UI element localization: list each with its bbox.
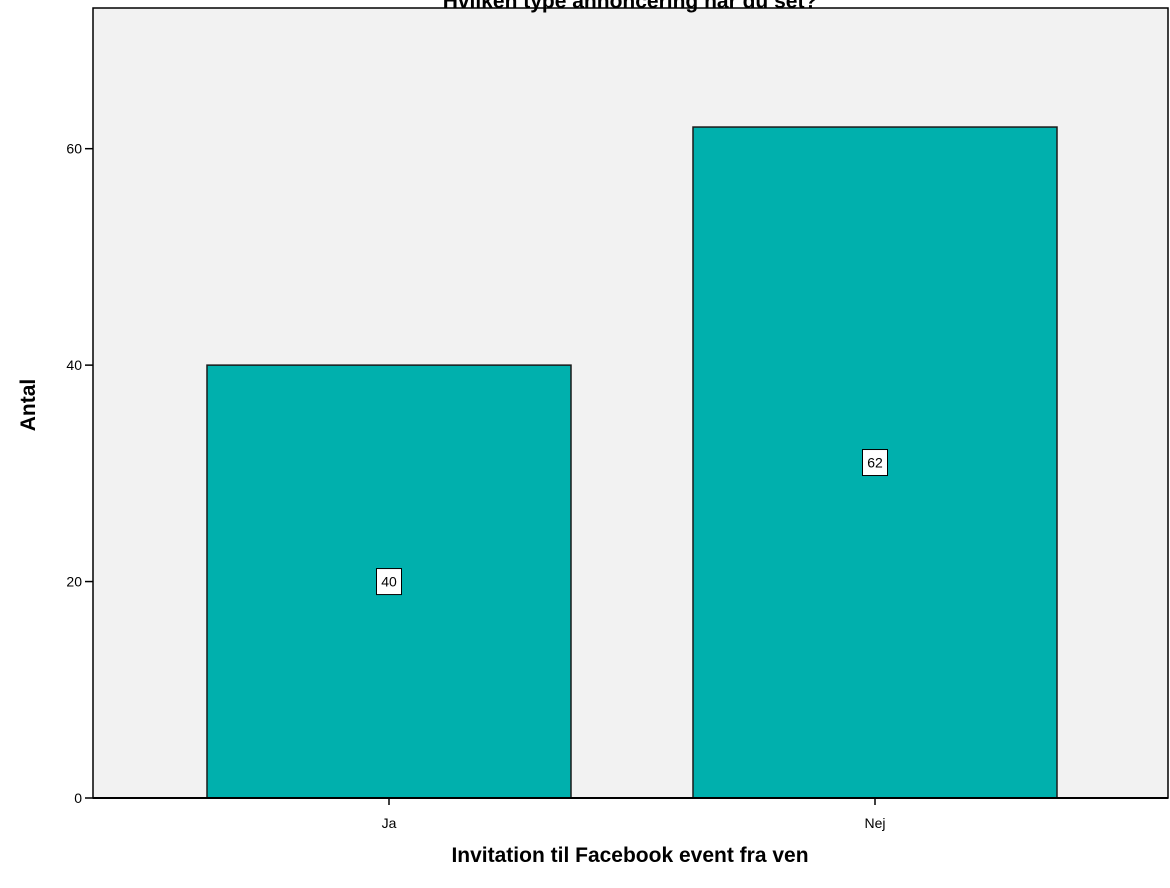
data-label-box [862,449,888,477]
chart-title: Hvilken type annoncering har du set? [443,0,818,13]
data-label: 62 [867,455,883,471]
data-label: 40 [381,574,397,590]
y-tick-label: 20 [66,574,82,590]
y-tick-label: 60 [66,141,82,157]
data-labels: 40 62 [376,449,888,596]
x-tick-label: Ja [382,815,397,831]
y-axis: 0 20 40 60 [66,141,93,806]
y-tick-label: 40 [66,357,82,373]
x-axis-title: Invitation til Facebook event fra ven [451,844,808,867]
data-label-box [376,568,402,596]
y-tick-label: 0 [74,790,82,806]
y-axis-title: Antal [17,379,40,432]
x-axis: Ja Nej [93,797,1168,831]
x-tick-label: Nej [864,815,885,831]
